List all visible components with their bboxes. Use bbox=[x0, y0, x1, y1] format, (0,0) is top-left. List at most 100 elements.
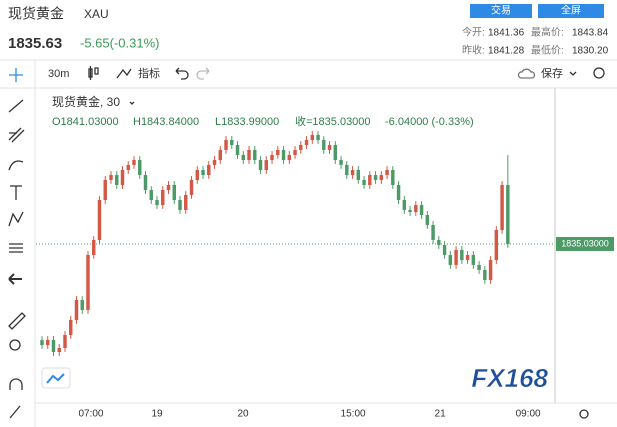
trade-button[interactable] bbox=[470, 4, 532, 18]
fullscreen-button[interactable] bbox=[538, 4, 604, 18]
stat-value: 1841.28 bbox=[488, 46, 525, 57]
candle-body bbox=[419, 205, 424, 216]
pattern-tool[interactable] bbox=[8, 211, 24, 227]
candle-body bbox=[465, 254, 470, 261]
drawing-tools bbox=[8, 68, 26, 419]
candle-body bbox=[396, 184, 401, 200]
candle-body bbox=[356, 169, 361, 180]
candle-body bbox=[379, 175, 384, 180]
candle-body bbox=[460, 249, 464, 261]
candle-body bbox=[51, 339, 56, 353]
candle-body bbox=[201, 169, 205, 176]
candle-body bbox=[333, 145, 338, 161]
candle-body bbox=[327, 145, 332, 150]
candle-body bbox=[40, 340, 44, 346]
save-caret[interactable] bbox=[569, 71, 577, 76]
candle-body bbox=[362, 179, 366, 185]
candle-body bbox=[69, 319, 73, 335]
zoom-tool[interactable] bbox=[9, 339, 21, 351]
legend-open: O1841.03000 bbox=[52, 116, 119, 128]
candle-body bbox=[212, 160, 217, 165]
measure-tool[interactable] bbox=[9, 243, 23, 253]
change: -5.65(-0.31%) bbox=[80, 35, 159, 50]
candle-body bbox=[442, 245, 447, 255]
candle-body bbox=[500, 184, 504, 231]
trade-label[interactable]: 交易 bbox=[491, 4, 511, 17]
title: 现货黄金 bbox=[8, 6, 64, 22]
crosshair-tool[interactable] bbox=[9, 68, 23, 82]
text-tool[interactable] bbox=[10, 185, 22, 200]
candle-body bbox=[408, 209, 412, 213]
indicator-icon[interactable] bbox=[116, 68, 132, 79]
redo[interactable] bbox=[196, 67, 210, 80]
candle-body bbox=[488, 260, 493, 280]
candle-body bbox=[373, 175, 378, 180]
candle-body bbox=[92, 239, 96, 255]
candle-body bbox=[184, 194, 188, 210]
candle-body bbox=[391, 169, 395, 185]
candle-body bbox=[299, 145, 303, 150]
candle-body bbox=[448, 254, 453, 265]
candle-body bbox=[281, 149, 286, 161]
settings[interactable] bbox=[593, 67, 605, 79]
stat-value: 1841.36 bbox=[488, 28, 525, 39]
candle-body bbox=[143, 175, 148, 191]
undo[interactable] bbox=[175, 67, 189, 80]
magnet-tool[interactable] bbox=[9, 378, 23, 390]
brush-tool[interactable] bbox=[8, 160, 24, 171]
interval[interactable]: 30m bbox=[48, 68, 69, 80]
candle-body bbox=[132, 160, 136, 165]
stat-value: 1830.20 bbox=[572, 46, 609, 57]
watermark: FX168 bbox=[471, 363, 548, 393]
candle-body bbox=[224, 139, 228, 150]
eraser-tool[interactable] bbox=[9, 405, 21, 419]
back-tool[interactable] bbox=[8, 273, 22, 285]
x-tick-label: 09:00 bbox=[516, 409, 541, 420]
tv-logo bbox=[46, 373, 65, 384]
candle-body bbox=[402, 200, 407, 210]
candle-body bbox=[506, 184, 510, 244]
candle-body bbox=[477, 264, 481, 270]
x-tick-label: 19 bbox=[151, 409, 163, 420]
candle-body bbox=[310, 134, 315, 140]
fullscreen-label[interactable]: 全屏 bbox=[561, 4, 581, 17]
candle-body bbox=[189, 179, 194, 195]
legend-close: 收=1835.03000 bbox=[295, 114, 371, 128]
candle-body bbox=[161, 190, 165, 206]
candle-body bbox=[74, 300, 79, 320]
legend-high: H1843.84000 bbox=[133, 116, 199, 128]
stat-label: 今开: bbox=[462, 26, 485, 39]
candle-body bbox=[368, 175, 372, 185]
candle-body bbox=[80, 300, 84, 310]
candle-body bbox=[454, 249, 458, 265]
last-price-tag bbox=[556, 236, 614, 251]
stat-value: 1843.84 bbox=[572, 28, 609, 39]
cloud-icon[interactable] bbox=[517, 68, 536, 79]
candle-body bbox=[425, 215, 430, 225]
candle-icon[interactable] bbox=[88, 66, 99, 80]
candle-body bbox=[339, 160, 343, 165]
candle-body bbox=[322, 139, 326, 150]
ruler-tool[interactable] bbox=[8, 312, 26, 330]
axis-settings[interactable] bbox=[579, 409, 589, 419]
stat-label: 最高价: bbox=[531, 26, 564, 39]
candle-body bbox=[494, 230, 499, 261]
legend-caret[interactable] bbox=[129, 101, 135, 105]
candle-body bbox=[471, 254, 476, 265]
indicators[interactable]: 指标 bbox=[138, 66, 160, 80]
stat-label: 最低价: bbox=[531, 44, 564, 57]
candle-body bbox=[149, 190, 153, 200]
save[interactable]: 保存 bbox=[541, 66, 563, 80]
candle-body bbox=[86, 254, 90, 310]
legend-low: L1833.99000 bbox=[215, 116, 279, 128]
x-tick-label: 20 bbox=[237, 409, 249, 420]
candle-body bbox=[437, 239, 441, 246]
price: 1835.63 bbox=[8, 35, 62, 52]
candle-body bbox=[293, 149, 297, 155]
fib-tool[interactable] bbox=[8, 127, 25, 143]
candle-body bbox=[115, 175, 119, 185]
line-tool[interactable] bbox=[8, 99, 24, 113]
x-tick-label: 21 bbox=[435, 409, 447, 420]
candle-body bbox=[103, 179, 107, 200]
